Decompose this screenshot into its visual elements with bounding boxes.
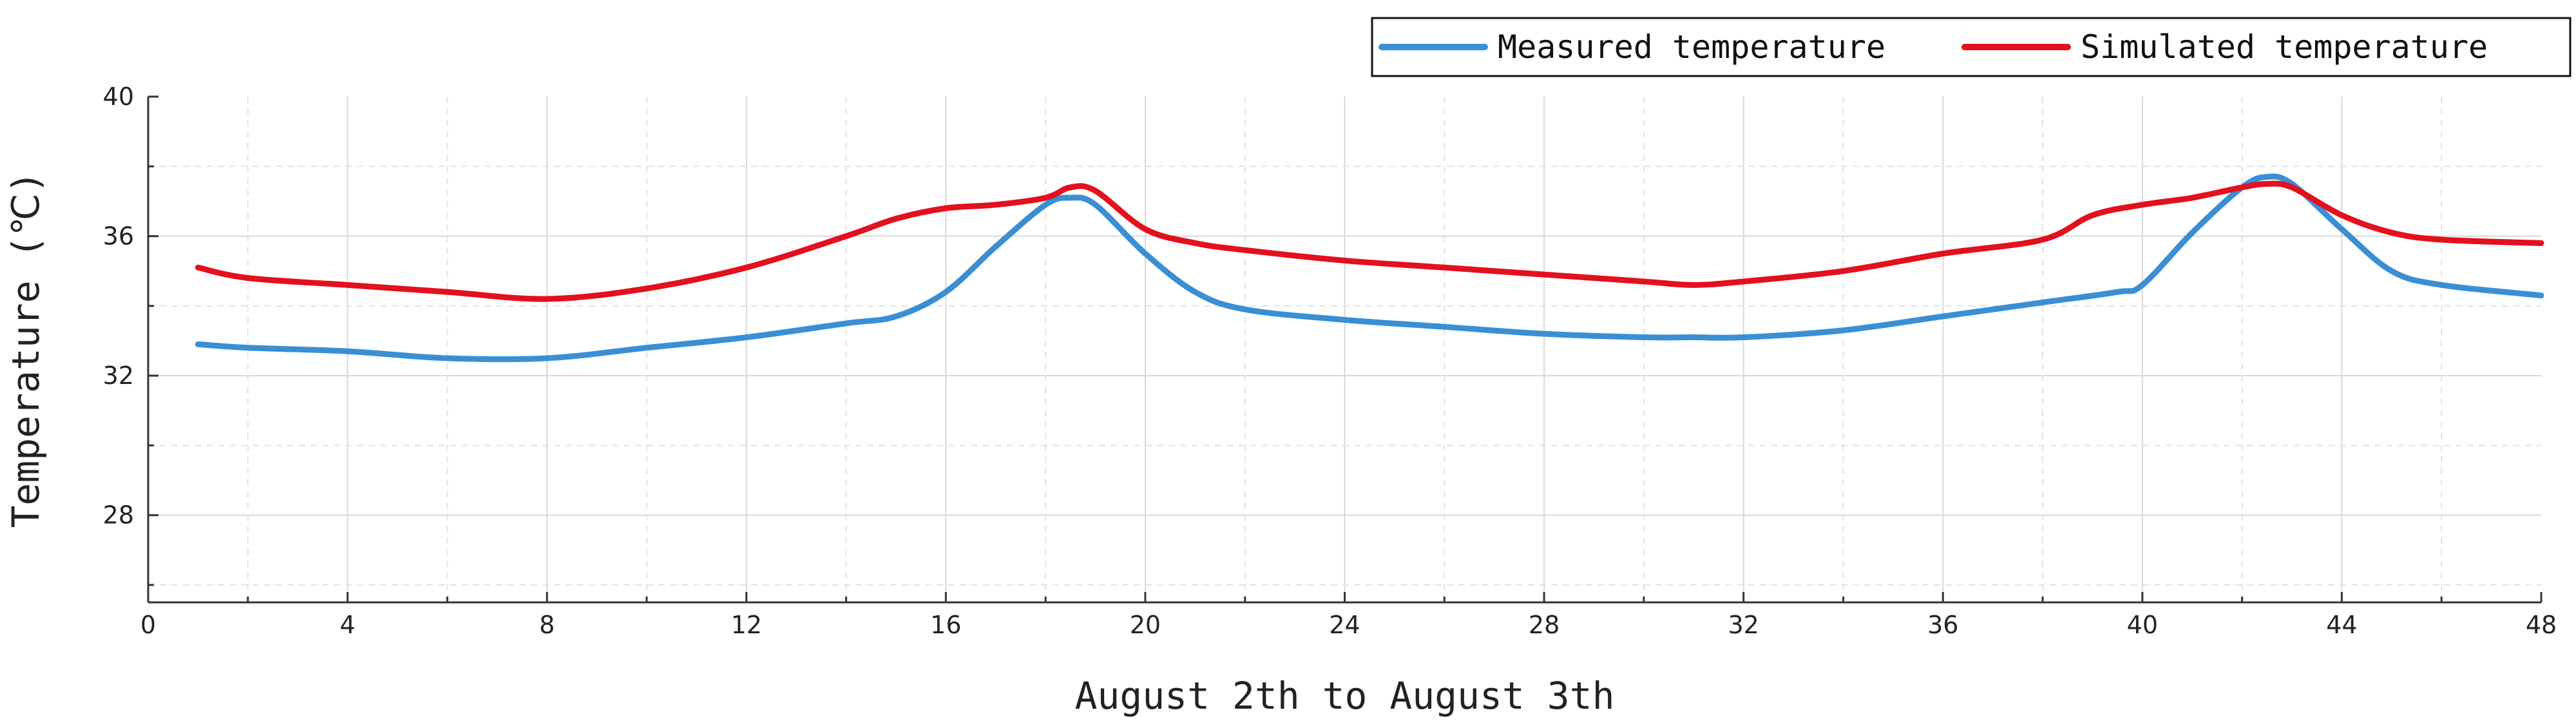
x-tick-label: 36 <box>1927 611 1958 639</box>
y-tick-label: 40 <box>103 82 134 111</box>
series-measured-temperature <box>195 173 2544 363</box>
series-layer <box>195 173 2544 363</box>
x-tick-label: 32 <box>1728 611 1759 639</box>
x-tick-label: 0 <box>140 611 156 639</box>
legend: Measured temperature Simulated temperatu… <box>1371 17 2571 77</box>
x-axis-label: August 2th to August 3th <box>1074 674 1614 718</box>
legend-label-measured: Measured temperature <box>1498 28 1885 66</box>
x-tick-label: 40 <box>2127 611 2158 639</box>
x-tick-label: 12 <box>731 611 762 639</box>
x-tick-label: 24 <box>1329 611 1360 639</box>
series-simulated-temperature <box>195 180 2544 302</box>
x-tick-label: 28 <box>1529 611 1560 639</box>
grid <box>148 97 2541 602</box>
x-tick-label: 44 <box>2326 611 2357 639</box>
x-tick-label: 4 <box>339 611 355 639</box>
x-tick-label: 48 <box>2526 611 2557 639</box>
x-tick-label: 8 <box>539 611 555 639</box>
y-axis-label: Temperature (℃) <box>4 171 48 528</box>
y-tick-label: 32 <box>103 361 134 390</box>
y-tick-label: 28 <box>103 501 134 530</box>
x-tick-label: 16 <box>930 611 961 639</box>
legend-label-simulated: Simulated temperature <box>2081 28 2488 66</box>
x-tick-label: 20 <box>1130 611 1161 639</box>
y-tick-label: 36 <box>103 222 134 251</box>
